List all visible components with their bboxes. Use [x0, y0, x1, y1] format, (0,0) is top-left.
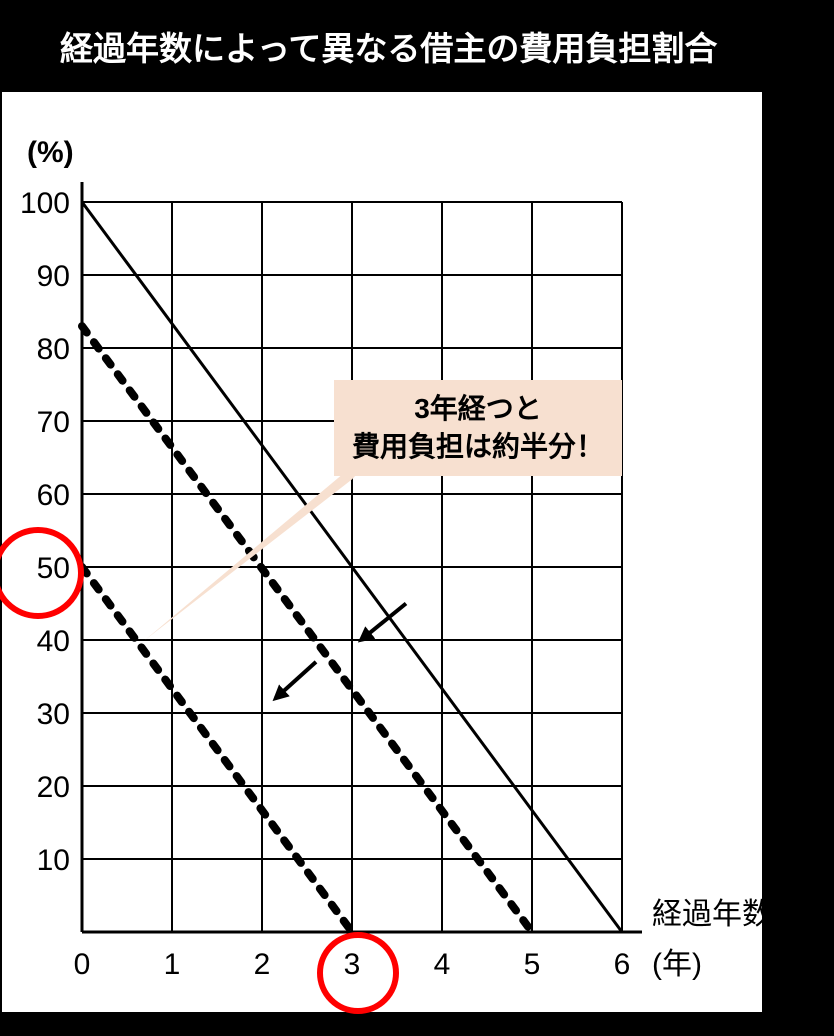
callout-box: 3年経つと 費用負担は約半分！	[334, 380, 622, 476]
callout-line1: 3年経つと	[352, 390, 604, 428]
callout-tail	[2, 92, 762, 1012]
callout-line2: 費用負担は約半分！	[352, 428, 604, 466]
chart-area: (%)1020304050607080901000123456経過年数(年) 3…	[2, 92, 762, 1012]
highlight-circle-x3	[317, 932, 399, 1014]
page-title: 経過年数によって異なる借主の費用負担割合	[60, 22, 717, 70]
